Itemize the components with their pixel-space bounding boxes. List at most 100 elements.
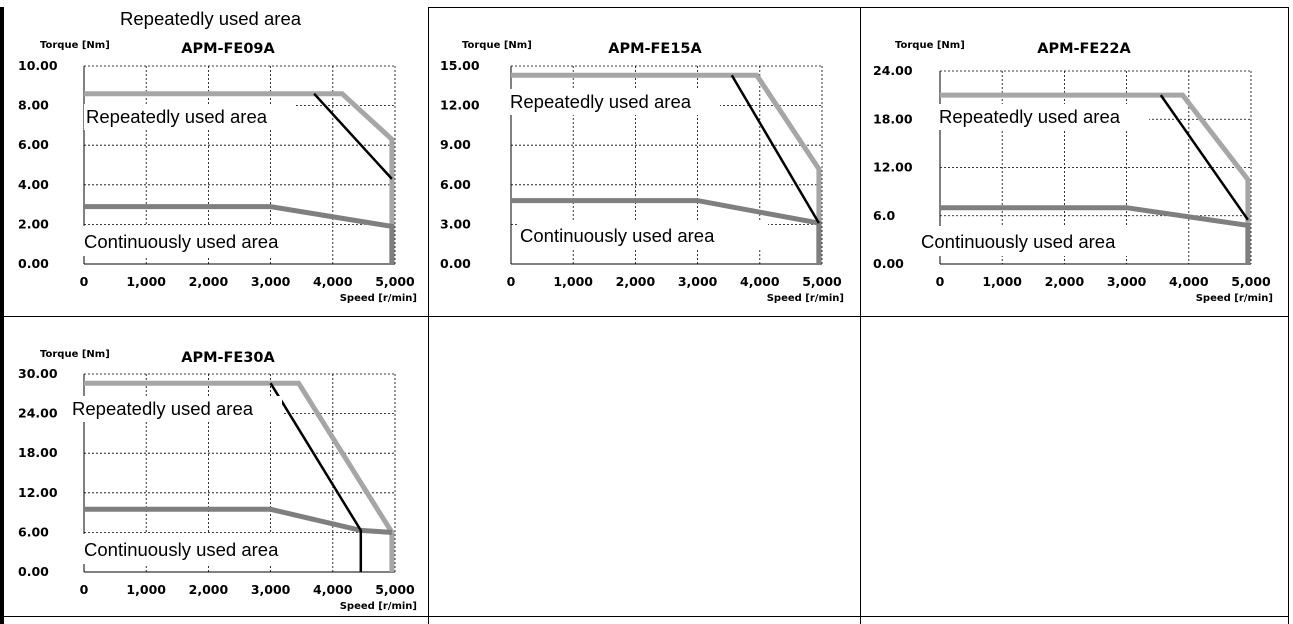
y-tick-label: 30.00 xyxy=(18,366,58,381)
series-line-3 xyxy=(313,92,393,180)
y-tick-label: 12.00 xyxy=(873,160,913,175)
torque-chart-3: 0 1,000 2,000 3,000 4,000 5,000 0.00 6.0 12.00 18… xyxy=(873,40,1273,304)
table-border xyxy=(0,316,1289,317)
x-tick-label: 0 xyxy=(936,274,945,289)
annotation-continuous: Continuously used area xyxy=(921,231,1116,252)
annotation-repeated: Repeatedly used area xyxy=(72,398,254,419)
y-axis-label: Torque [Nm] xyxy=(895,40,965,51)
y-axis-label: Torque [Nm] xyxy=(40,349,110,360)
annotation-bg xyxy=(937,104,1149,130)
x-tick-label: 5,000 xyxy=(802,274,842,289)
y-axis-label: Torque [Nm] xyxy=(462,40,532,51)
table-border xyxy=(428,7,429,624)
annotation-bg xyxy=(82,534,332,564)
y-tick-label: 0.00 xyxy=(440,256,471,271)
x-tick-label: 5,000 xyxy=(1231,274,1271,289)
chart-title: APM-FE09A xyxy=(181,41,275,57)
annotation-bg xyxy=(508,89,720,115)
x-tick-label: 4,000 xyxy=(313,582,353,597)
x-tick-label: 3,000 xyxy=(251,274,291,289)
annotation-continuous: Continuously used area xyxy=(84,539,279,560)
y-tick-label: 3.00 xyxy=(440,216,471,231)
torque-chart-1: 0 1,000 2,000 3,000 4,000 5,000 0.00 2.00 4.00 6.… xyxy=(18,40,417,304)
series-line-1 xyxy=(511,72,822,264)
y-tick-label: 10.00 xyxy=(18,58,58,73)
x-tick-label: 4,000 xyxy=(1169,274,1209,289)
x-axis-label: Speed [r/min] xyxy=(1196,293,1273,304)
annotation-bg xyxy=(70,396,282,422)
y-tick-label: 24.00 xyxy=(18,406,58,421)
y-tick-label: 18.00 xyxy=(18,445,58,460)
x-tick-label: 3,000 xyxy=(678,274,718,289)
x-tick-label: 1,000 xyxy=(982,274,1022,289)
chart-title: APM-FE30A xyxy=(181,350,275,366)
y-tick-label: 6.00 xyxy=(18,137,49,152)
x-tick-label: 2,000 xyxy=(1045,274,1085,289)
x-tick-label: 1,000 xyxy=(126,274,166,289)
x-tick-label: 5,000 xyxy=(375,582,415,597)
x-tick-label: 1,000 xyxy=(553,274,593,289)
torque-chart-2: 0 1,000 2,000 3,000 4,000 5,000 0.00 3.00 6.00 9.… xyxy=(440,40,844,304)
x-axis-label: Speed [r/min] xyxy=(767,293,844,304)
x-tick-label: 0 xyxy=(80,582,89,597)
x-tick-label: 5,000 xyxy=(375,274,415,289)
annotation-bg xyxy=(82,226,332,256)
annotation-continuous: Continuously used area xyxy=(84,231,279,252)
x-tick-label: 1,000 xyxy=(126,582,166,597)
x-tick-label: 2,000 xyxy=(189,582,229,597)
annotation-bg xyxy=(84,104,296,130)
series-line-2 xyxy=(84,204,395,264)
y-tick-label: 8.00 xyxy=(18,98,49,113)
y-tick-label: 6.00 xyxy=(18,524,49,539)
series-line-2 xyxy=(84,506,393,535)
series-line-3 xyxy=(1159,94,1249,221)
table-border xyxy=(428,7,1289,8)
x-tick-label: 3,000 xyxy=(251,582,291,597)
annotation-repeated: Repeatedly used area xyxy=(939,106,1121,127)
y-tick-label: 18.00 xyxy=(873,111,913,126)
x-axis-label: Speed [r/min] xyxy=(340,293,417,304)
chart-title: APM-FE15A xyxy=(608,41,702,57)
x-tick-label: 0 xyxy=(80,274,89,289)
x-tick-label: 4,000 xyxy=(740,274,780,289)
y-tick-label: 9.00 xyxy=(440,137,471,152)
y-tick-label: 0.00 xyxy=(873,256,904,271)
annotation-bg xyxy=(518,220,768,250)
series-line-2 xyxy=(940,205,1251,264)
x-tick-label: 2,000 xyxy=(189,274,229,289)
y-tick-label: 15.00 xyxy=(440,58,480,73)
torque-chart-4: 0 1,000 2,000 3,000 4,000 5,000 0.00 6.00 12.00 1… xyxy=(18,349,417,612)
chart-title: APM-FE22A xyxy=(1037,41,1131,57)
y-tick-label: 12.00 xyxy=(18,485,58,500)
table-border xyxy=(1288,7,1289,624)
annotation-repeated: Repeatedly used area xyxy=(86,106,268,127)
x-tick-label: 2,000 xyxy=(616,274,656,289)
annotation-bg xyxy=(919,226,1169,256)
x-tick-label: 4,000 xyxy=(313,274,353,289)
series-line-2 xyxy=(511,198,822,264)
table-border xyxy=(0,7,4,624)
x-axis-label: Speed [r/min] xyxy=(340,601,417,612)
x-tick-label: 0 xyxy=(507,274,516,289)
series-line-1 xyxy=(940,92,1251,264)
y-tick-label: 0.00 xyxy=(18,256,49,271)
y-tick-label: 6.0 xyxy=(873,208,895,223)
table-border xyxy=(860,7,861,624)
annotation-repeated: Repeatedly used area xyxy=(510,91,692,112)
y-tick-label: 6.00 xyxy=(440,177,471,192)
series-line-1 xyxy=(84,91,395,264)
series-line-3 xyxy=(269,382,363,572)
y-tick-label: 2.00 xyxy=(18,216,49,231)
top-caption: Repeatedly used area xyxy=(120,8,302,29)
y-tick-label: 0.00 xyxy=(18,564,49,579)
y-tick-label: 24.00 xyxy=(873,63,913,78)
series-line-1 xyxy=(84,380,395,572)
y-tick-label: 4.00 xyxy=(18,177,49,192)
annotation-continuous: Continuously used area xyxy=(520,225,715,246)
series-line-3 xyxy=(730,74,820,224)
y-tick-label: 12.00 xyxy=(440,98,480,113)
y-axis-label: Torque [Nm] xyxy=(40,40,110,51)
x-tick-label: 3,000 xyxy=(1107,274,1147,289)
